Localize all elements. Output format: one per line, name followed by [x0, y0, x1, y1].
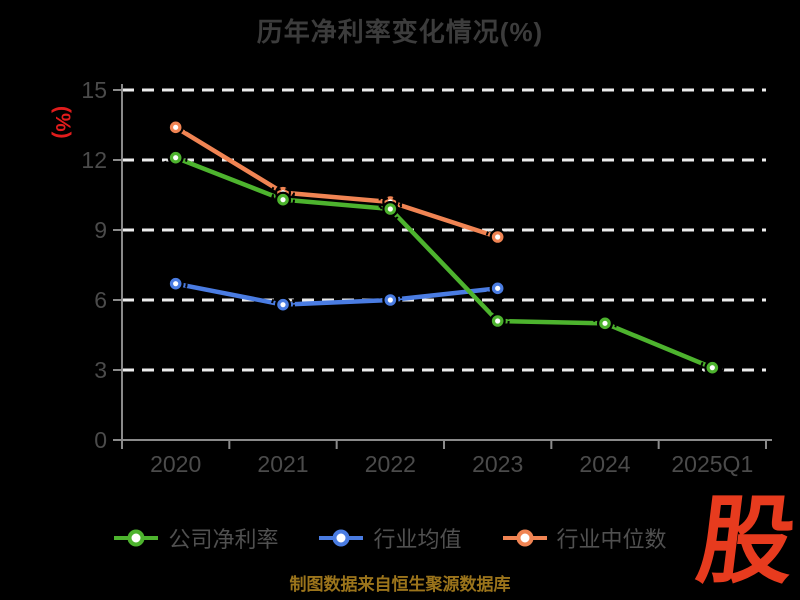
x-axis-label-2020: 2020: [150, 451, 201, 477]
marker-halo-company-net-margin-2025Q1: [700, 355, 725, 380]
x-axis-label-2025Q1: 2025Q1: [671, 451, 753, 477]
series-line-industry-mean: [173, 281, 500, 307]
data-point-industry-mean-2020: [169, 277, 182, 290]
chart-title: 历年净利率变化情况(%): [256, 17, 544, 47]
data-point-company-net-margin-2020: [169, 151, 182, 164]
marker-edge-company-net-margin-2022: [382, 200, 399, 218]
marker-halo-industry-mean-2021: [271, 292, 295, 317]
marker-halo-company-net-margin-2023: [485, 309, 510, 333]
marker-edge-industry-mean-2022: [382, 291, 399, 309]
x-axis-label-2023: 2023: [472, 451, 523, 477]
y-tick-label-6: 6: [94, 287, 107, 313]
series-line-industry-median: [173, 125, 500, 240]
marker-edge-industry-median-2023: [489, 228, 506, 246]
x-axis-label-2024: 2024: [579, 451, 630, 477]
marker-halo-industry-median-2021: [271, 180, 295, 205]
legend-item-industry-median: 行业中位数: [502, 522, 667, 554]
data-point-industry-mean-2023: [491, 282, 504, 295]
x-axis-label-2022: 2022: [365, 451, 416, 477]
data-point-industry-mean-2022: [384, 294, 397, 306]
marker-halo-industry-mean-2023: [485, 276, 510, 301]
y-tick-label-9: 9: [94, 217, 107, 243]
marker-halo-company-net-margin-2022: [378, 197, 403, 221]
legend-label-industry-median: 行业中位数: [556, 527, 667, 552]
legend-item-industry-mean: 行业均值: [318, 522, 462, 554]
marker-halo-industry-mean-2020: [163, 271, 188, 296]
marker-halo-industry-mean-2022: [378, 288, 403, 312]
legend-marker-industry-median: [502, 529, 547, 547]
data-point-industry-median-2023: [491, 231, 504, 243]
marker-edge-industry-median-2020: [167, 119, 184, 136]
y-tick-label-3: 3: [94, 357, 107, 383]
data-point-company-net-margin-2023: [491, 315, 504, 327]
marker-edge-industry-mean-2020: [167, 275, 184, 292]
marker-edge-company-net-margin-2021: [274, 191, 292, 208]
marker-edge-company-net-margin-2024: [596, 315, 614, 332]
marker-edge-industry-mean-2023: [489, 280, 506, 297]
marker-edge-company-net-margin-2025Q1: [704, 359, 721, 376]
data-point-company-net-margin-2022: [384, 203, 397, 215]
marker-halo-industry-median-2023: [485, 225, 510, 249]
legend-item-company-net-margin: 公司净利率: [113, 522, 278, 554]
legend-marker-company-net-margin: [114, 529, 159, 547]
data-point-company-net-margin-2021: [277, 193, 289, 206]
legend-label-company-net-margin: 公司净利率: [168, 527, 279, 552]
marker-halo-company-net-margin-2021: [271, 187, 295, 212]
series-line-company-net-margin: [173, 155, 715, 370]
marker-edge-company-net-margin-2020: [167, 149, 184, 166]
marker-halo-industry-median-2022: [378, 190, 403, 214]
data-source-note: 制图数据来自恒生聚源数据库: [289, 575, 511, 594]
data-point-industry-median-2020: [169, 121, 182, 134]
marker-halo-company-net-margin-2020: [163, 145, 188, 170]
stock-watermark-logo: 股: [691, 488, 800, 595]
legend-label-industry-mean: 行业均值: [373, 527, 462, 552]
data-point-company-net-margin-2024: [599, 317, 611, 330]
legend-marker-industry-mean: [319, 529, 364, 547]
y-tick-label-0: 0: [94, 427, 107, 453]
x-axis-label-2021: 2021: [257, 451, 308, 477]
marker-edge-company-net-margin-2023: [489, 312, 506, 330]
y-tick-label-15: 15: [81, 77, 107, 103]
y-tick-label-12: 12: [81, 147, 107, 173]
data-point-industry-mean-2021: [277, 298, 289, 311]
marker-edge-industry-mean-2021: [274, 296, 292, 313]
chart-legend: 公司净利率 行业均值 行业中位数: [0, 522, 780, 554]
data-point-company-net-margin-2025Q1: [706, 361, 719, 374]
marker-halo-company-net-margin-2024: [593, 311, 617, 336]
